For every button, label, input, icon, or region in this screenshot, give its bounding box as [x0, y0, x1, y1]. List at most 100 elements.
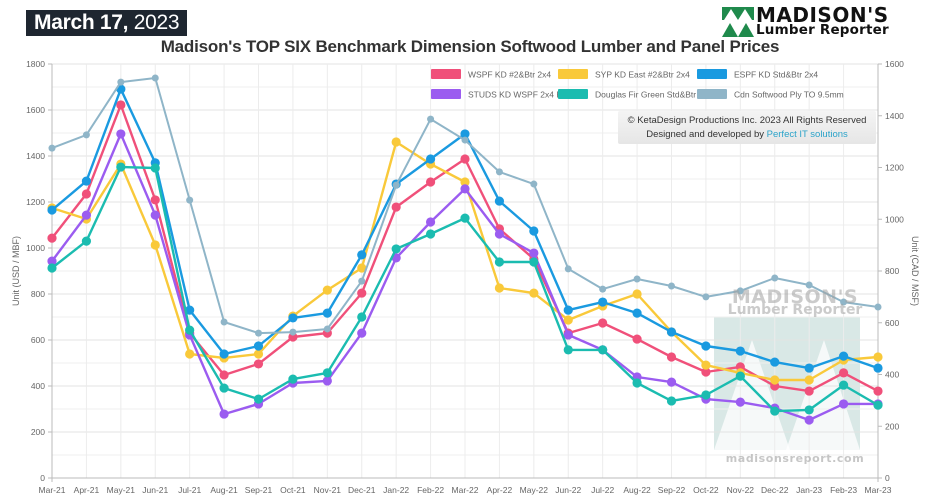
logo-subtitle: Lumber Reporter — [756, 22, 889, 38]
data-point — [838, 368, 849, 378]
legend: WSPF KD #2&Btr 2x4 SYP KD East #2&Btr 2x4… — [431, 69, 844, 100]
y-tick-label: 200 — [31, 427, 45, 437]
legend-item: WSPF KD #2&Btr 2x4 — [431, 69, 551, 80]
data-point — [357, 263, 367, 273]
data-point — [425, 177, 436, 187]
y-axis-left-title: Unit (USD / MBF) — [11, 236, 21, 306]
legend-item: Douglas Fir Green Std&Btr 2x4 — [558, 89, 712, 100]
data-point — [666, 377, 677, 387]
data-point — [151, 74, 159, 82]
data-point — [425, 154, 436, 164]
legend-swatch — [558, 89, 588, 99]
data-point — [81, 176, 92, 186]
designer-prefix: Designed and developed by — [646, 129, 767, 140]
data-point — [598, 318, 608, 328]
legend-label: STUDS KD WSPF 2x4 PET — [468, 90, 573, 100]
data-point — [81, 236, 92, 246]
data-point — [357, 250, 367, 260]
data-point — [116, 129, 126, 139]
data-point — [668, 282, 675, 290]
series-lines — [47, 74, 883, 425]
y-tick-label: 1400 — [26, 151, 45, 161]
data-point — [632, 289, 642, 299]
data-point — [253, 349, 264, 359]
x-tick-label: Jun-22 — [555, 485, 581, 495]
data-point — [563, 345, 573, 355]
watermark-logo-shape — [714, 317, 860, 450]
data-point — [117, 78, 125, 86]
copyright-line: © KetaDesign Productions Inc. 2023 All R… — [627, 115, 867, 126]
data-point — [391, 202, 401, 212]
designer-link[interactable]: Perfect IT solutions — [766, 129, 848, 140]
data-point — [460, 154, 470, 164]
data-point — [804, 363, 814, 373]
data-point — [838, 399, 849, 409]
data-point — [185, 349, 195, 359]
data-point — [461, 136, 469, 144]
data-point — [874, 303, 882, 311]
y2-tick-label: 1200 — [885, 163, 904, 173]
data-point — [598, 345, 608, 355]
date-badge: March 17, 2023 — [26, 10, 188, 36]
data-point — [323, 325, 331, 333]
chart-title: Madison's TOP SIX Benchmark Dimension So… — [160, 37, 780, 56]
y2-tick-label: 600 — [885, 318, 899, 328]
y2-tick-label: 0 — [885, 473, 890, 483]
data-point — [494, 257, 505, 267]
data-point — [357, 328, 367, 338]
data-point — [701, 367, 711, 377]
x-tick-label: Mar-22 — [452, 485, 479, 495]
data-point — [666, 396, 677, 406]
x-tick-label: Dec-21 — [348, 485, 376, 495]
y-axis-left-ticks: 0 200 400 600 800 1000 1200 1400 1600 1800 — [26, 59, 52, 483]
x-tick-label: Sep-21 — [245, 485, 273, 495]
data-point — [48, 144, 56, 152]
series-studs-kd-wspf-2x4-pet — [47, 129, 883, 425]
data-point — [599, 285, 607, 293]
x-tick-label: Feb-23 — [830, 485, 857, 495]
legend-swatch — [431, 89, 461, 99]
data-point — [770, 375, 780, 385]
designer-line: Designed and developed by Perfect IT sol… — [618, 128, 876, 142]
madisons-logo: MADISON'S Lumber Reporter — [722, 3, 922, 38]
data-point — [494, 196, 505, 206]
x-tick-label: Jul-22 — [591, 485, 614, 495]
legend-item: STUDS KD WSPF 2x4 PET — [431, 89, 573, 100]
data-point — [838, 380, 849, 390]
copyright-box: © KetaDesign Productions Inc. 2023 All R… — [618, 111, 876, 144]
data-point — [804, 375, 814, 385]
legend-swatch — [558, 69, 588, 79]
data-point — [322, 308, 332, 318]
legend-swatch — [431, 69, 461, 79]
data-point — [288, 374, 298, 384]
data-point — [391, 244, 401, 254]
legend-label: Cdn Softwood Ply TO 9.5mm — [734, 90, 844, 100]
data-point — [460, 213, 470, 223]
x-tick-label: Jun-21 — [142, 485, 168, 495]
logo-name: MADISON'S — [756, 3, 889, 27]
data-point — [632, 308, 642, 318]
data-point — [357, 288, 367, 298]
legend-label: Douglas Fir Green Std&Btr 2x4 — [595, 90, 712, 100]
axes — [48, 64, 882, 482]
x-tick-label: Apr-21 — [74, 485, 100, 495]
data-point — [563, 315, 573, 325]
data-point — [116, 100, 126, 110]
data-point — [735, 397, 745, 407]
data-point — [253, 341, 264, 351]
data-point — [770, 357, 780, 367]
data-point — [494, 283, 505, 293]
y2-tick-label: 200 — [885, 421, 899, 431]
data-point — [81, 189, 92, 199]
data-point — [150, 195, 160, 205]
data-point — [735, 371, 745, 381]
y2-tick-label: 800 — [885, 266, 899, 276]
data-point — [564, 265, 572, 273]
legend-swatch — [697, 89, 727, 99]
y2-tick-label: 1600 — [885, 59, 904, 69]
data-point — [47, 233, 57, 243]
data-point — [427, 115, 435, 123]
data-point — [530, 180, 538, 188]
data-point — [322, 376, 332, 386]
y-tick-label: 800 — [31, 289, 45, 299]
